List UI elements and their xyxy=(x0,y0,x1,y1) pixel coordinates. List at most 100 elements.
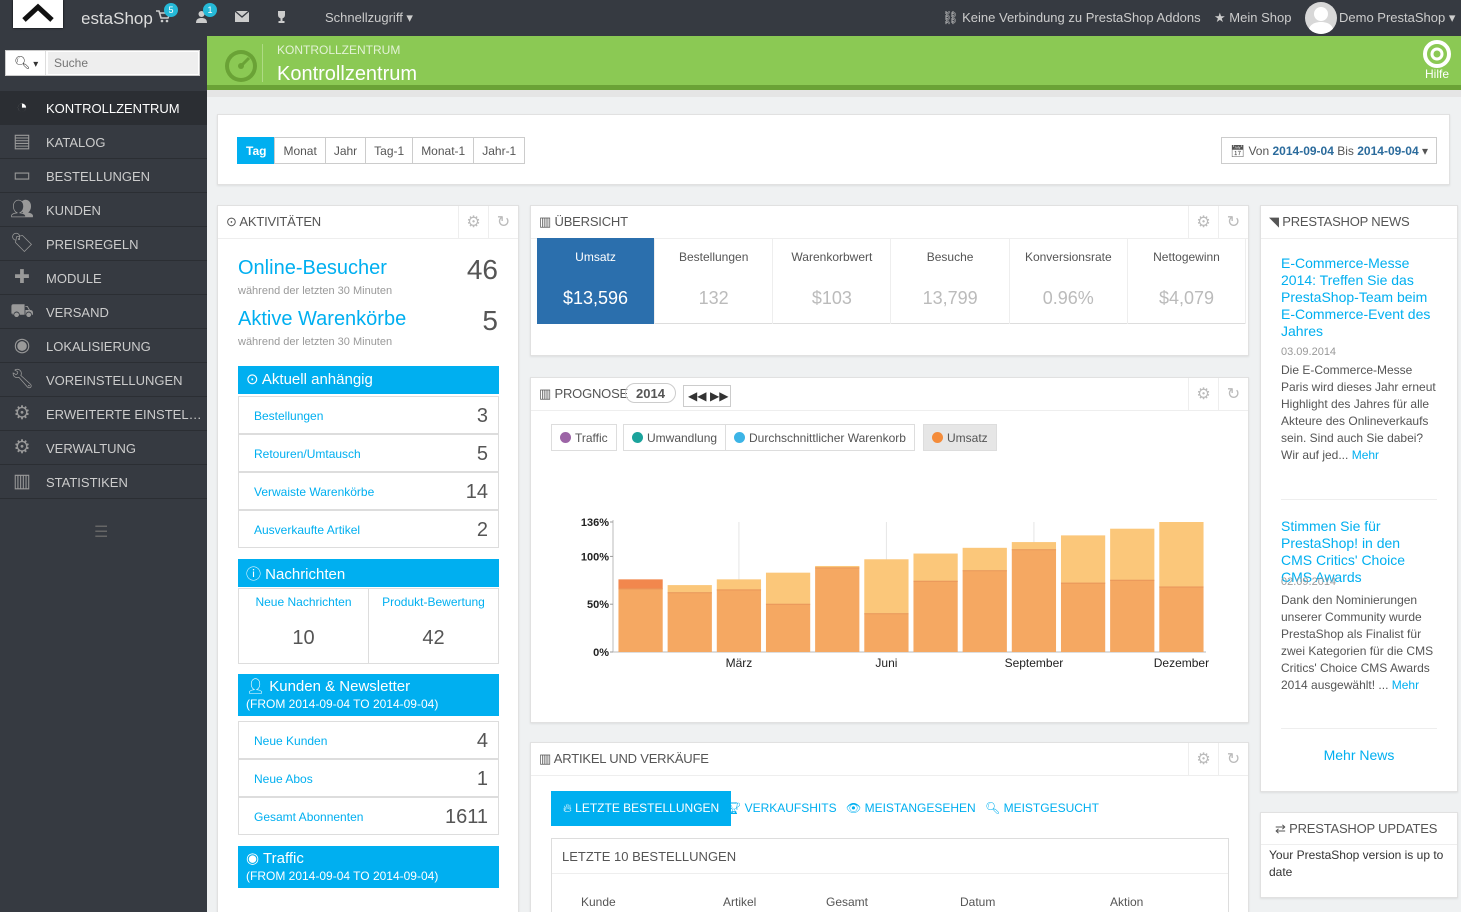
sidebar-item-3[interactable]: ▭ BESTELLUNGEN xyxy=(0,159,207,193)
list-item-label: Ausverkaufte Artikel xyxy=(254,523,361,537)
online-visitors-label[interactable]: Online-Besucher xyxy=(238,257,387,279)
reviews-cell[interactable]: Produkt-Bewertung 42 xyxy=(369,589,498,663)
period-button[interactable]: Monat-1 xyxy=(412,137,475,164)
period-button[interactable]: Tag xyxy=(237,137,276,164)
quick-access-dropdown[interactable]: Schnellzugriff ▾ xyxy=(325,10,413,26)
search-type-button[interactable]: 🔍︎ ▾ xyxy=(6,51,46,75)
kpi-tile[interactable]: Nettogewinn $4,079 xyxy=(1128,238,1246,324)
kpi-tile[interactable]: Warenkorbwert $103 xyxy=(773,238,892,324)
forecast-bar-lower xyxy=(667,592,712,652)
truck-icon: ⛟ xyxy=(10,301,34,322)
date-range-picker[interactable]: 📅︎ Von 2014-09-04 Bis 2014-09-04 ▾ xyxy=(1220,137,1437,164)
tab-label: LETZTE BESTELLUNGEN xyxy=(575,801,720,815)
kpi-row: Umsatz $13,596 Bestellungen 132 Warenkorbwer… xyxy=(537,206,1246,324)
news-more-link[interactable]: Mehr xyxy=(1391,678,1420,692)
date-range-panel: Tag Monat Jahr Tag-1 Monat-1 Jahr-1 📅︎ Von 20… xyxy=(217,114,1450,185)
collapse-menu-icon[interactable]: ☰ xyxy=(94,524,109,541)
y-tick-label: 100% xyxy=(581,551,609,563)
configure-gear-icon[interactable]: ⚙ xyxy=(1188,743,1218,775)
sidebar-item-label: LOKALISIERUNG xyxy=(46,339,151,354)
list-item[interactable]: Bestellungen 3 xyxy=(238,396,499,434)
list-item[interactable]: Gesamt Abonnenten 1611 xyxy=(238,797,499,835)
news-item-title[interactable]: Stimmen Sie für PrestaShop! in den CMS C… xyxy=(1281,518,1406,585)
kpi-tile[interactable]: Umsatz $13,596 xyxy=(537,238,655,324)
list-item-value: 14 xyxy=(465,481,488,503)
sidebar-item-5[interactable]: 🏷︎ PREISREGELN xyxy=(0,227,207,261)
period-button[interactable]: Monat xyxy=(274,137,326,164)
recent-orders-table: LETZTE 10 BESTELLUNGEN xyxy=(551,838,1229,912)
tags-icon: 🏷︎ xyxy=(9,233,35,254)
tab-label: VERKAUFSHITS xyxy=(744,801,837,815)
kpi-value: 0.96% xyxy=(1042,288,1094,308)
refresh-icon[interactable]: ↻ xyxy=(1218,378,1248,410)
addons-status[interactable]: ⛓ Keine Verbindung zu PrestaShop Addons xyxy=(942,10,1201,26)
sidebar-item-8[interactable]: ◉ LOKALISIERUNG xyxy=(0,329,207,363)
sidebar-item-2[interactable]: ▤ KATALOG xyxy=(0,125,207,159)
legend-item[interactable]: Durchschnittlicher Warenkorb xyxy=(725,424,915,451)
configure-gear-icon[interactable]: ⚙ xyxy=(1188,206,1218,238)
list-item[interactable]: Verwaiste Warenkörbe 14 xyxy=(238,472,499,510)
sidebar-item-10[interactable]: ⚙ ERWEITERTE EINSTELLUNGEN xyxy=(0,397,207,431)
period-button[interactable]: Jahr-1 xyxy=(473,137,526,164)
help-button[interactable]: Hilfe xyxy=(1419,40,1455,81)
new-messages-cell[interactable]: Neue Nachrichten 10 xyxy=(239,589,369,663)
kpi-label: Bestellungen xyxy=(678,250,749,264)
legend-item[interactable]: Umwandlung xyxy=(623,424,727,451)
list-item[interactable]: Retouren/Umtausch 5 xyxy=(238,434,499,472)
more-news-link[interactable]: Mehr News xyxy=(1323,747,1395,763)
period-selector: Tag Monat Jahr Tag-1 Monat-1 Jahr-1 xyxy=(237,137,526,164)
breadcrumb[interactable]: KONTROLLZENTRUM xyxy=(277,43,401,57)
tab-recent-orders[interactable]: 🔥︎ LETZTE BESTELLUNGEN xyxy=(551,791,732,826)
sidebar-item-9[interactable]: 🔧︎ VOREINSTELLUNGEN xyxy=(0,363,207,397)
notifications-title: Nachrichten xyxy=(265,566,346,583)
next-year-icon[interactable]: ▶▶ xyxy=(710,389,729,403)
refresh-icon[interactable]: ↻ xyxy=(1218,743,1248,775)
book-icon: ▤ xyxy=(13,131,31,152)
search-input[interactable] xyxy=(48,52,198,74)
configure-gear-icon[interactable]: ⚙ xyxy=(458,206,488,238)
my-shop-link[interactable]: ★ Mein Shop xyxy=(1214,10,1291,26)
kpi-tile[interactable]: Besuche 13,799 xyxy=(892,238,1010,324)
news-item-body: Dank den Nominierungen unserer Community… xyxy=(1281,593,1434,692)
tab-most-viewed[interactable]: 👁︎ MEISTANGESEHEN xyxy=(834,791,988,826)
kpi-tile[interactable]: Konversionsrate 0.96% xyxy=(1010,238,1128,324)
tab-best-sellers[interactable]: 🏆︎ VERKAUFSHITS xyxy=(714,791,849,826)
period-button[interactable]: Tag-1 xyxy=(365,137,414,164)
kpi-tile[interactable]: Bestellungen 132 xyxy=(655,238,774,324)
customers-icon[interactable]: 1 xyxy=(195,3,217,26)
forecast-bar-upper xyxy=(667,585,712,593)
configure-gear-icon[interactable]: ⚙ xyxy=(1188,378,1218,410)
pending-title: Aktuell anhängig xyxy=(261,371,373,388)
messages-envelope-icon[interactable] xyxy=(234,10,250,25)
period-button[interactable]: Jahr xyxy=(324,137,367,164)
traffic-title: Traffic xyxy=(263,850,304,867)
sidebar-item-1[interactable]: ◔ KONTROLLZENTRUM xyxy=(0,91,207,125)
help-label: Hilfe xyxy=(1424,67,1449,81)
sidebar-item-4[interactable]: 👥︎ KUNDEN xyxy=(0,193,207,227)
forecast-bar-lower xyxy=(1011,549,1057,652)
legend-item[interactable]: Umsatz xyxy=(923,424,997,451)
orders-cart-icon[interactable]: 5 xyxy=(156,3,178,26)
clock-icon: ⊙ xyxy=(226,214,240,229)
refresh-icon[interactable]: ↻ xyxy=(488,206,518,238)
trophy-icon[interactable] xyxy=(275,10,288,26)
refresh-icon[interactable]: ↻ xyxy=(1218,206,1248,238)
shop-logo[interactable]: PrestaShop xyxy=(0,0,153,36)
list-item[interactable]: Neue Abos 1 xyxy=(238,759,499,797)
tab-top-searches[interactable]: 🔍︎ MEISTGESUCHT xyxy=(973,791,1111,826)
active-carts-label[interactable]: Aktive Warenkörbe xyxy=(238,308,407,330)
sidebar-item-6[interactable]: ✚ MODULE xyxy=(0,261,207,295)
list-item[interactable]: Neue Kunden 4 xyxy=(238,721,499,759)
previous-year-icon[interactable]: ◀◀ xyxy=(688,389,707,403)
sidebar-item-11[interactable]: ⚙ VERWALTUNG xyxy=(0,431,207,465)
forecast-bar-upper xyxy=(716,579,762,590)
sidebar-item-12[interactable]: ▥ STATISTIKEN xyxy=(0,465,207,499)
forecast-panel: ▥ PROGNOSE 2014 ◀◀ ▶▶ ⚙ ↻ Traffic Umwandlu… xyxy=(530,377,1249,723)
sidebar-item-7[interactable]: ⛟ VERSAND xyxy=(0,295,207,329)
list-item[interactable]: Ausverkaufte Artikel 2 xyxy=(238,510,499,548)
scroll-up-icon[interactable] xyxy=(13,0,63,28)
news-more-link[interactable]: Mehr xyxy=(1351,448,1380,462)
forecast-bar-upper xyxy=(618,579,663,589)
news-item-title[interactable]: E-Commerce-Messe 2014: Treffen Sie das P… xyxy=(1281,255,1431,339)
legend-item[interactable]: Traffic xyxy=(551,424,617,451)
